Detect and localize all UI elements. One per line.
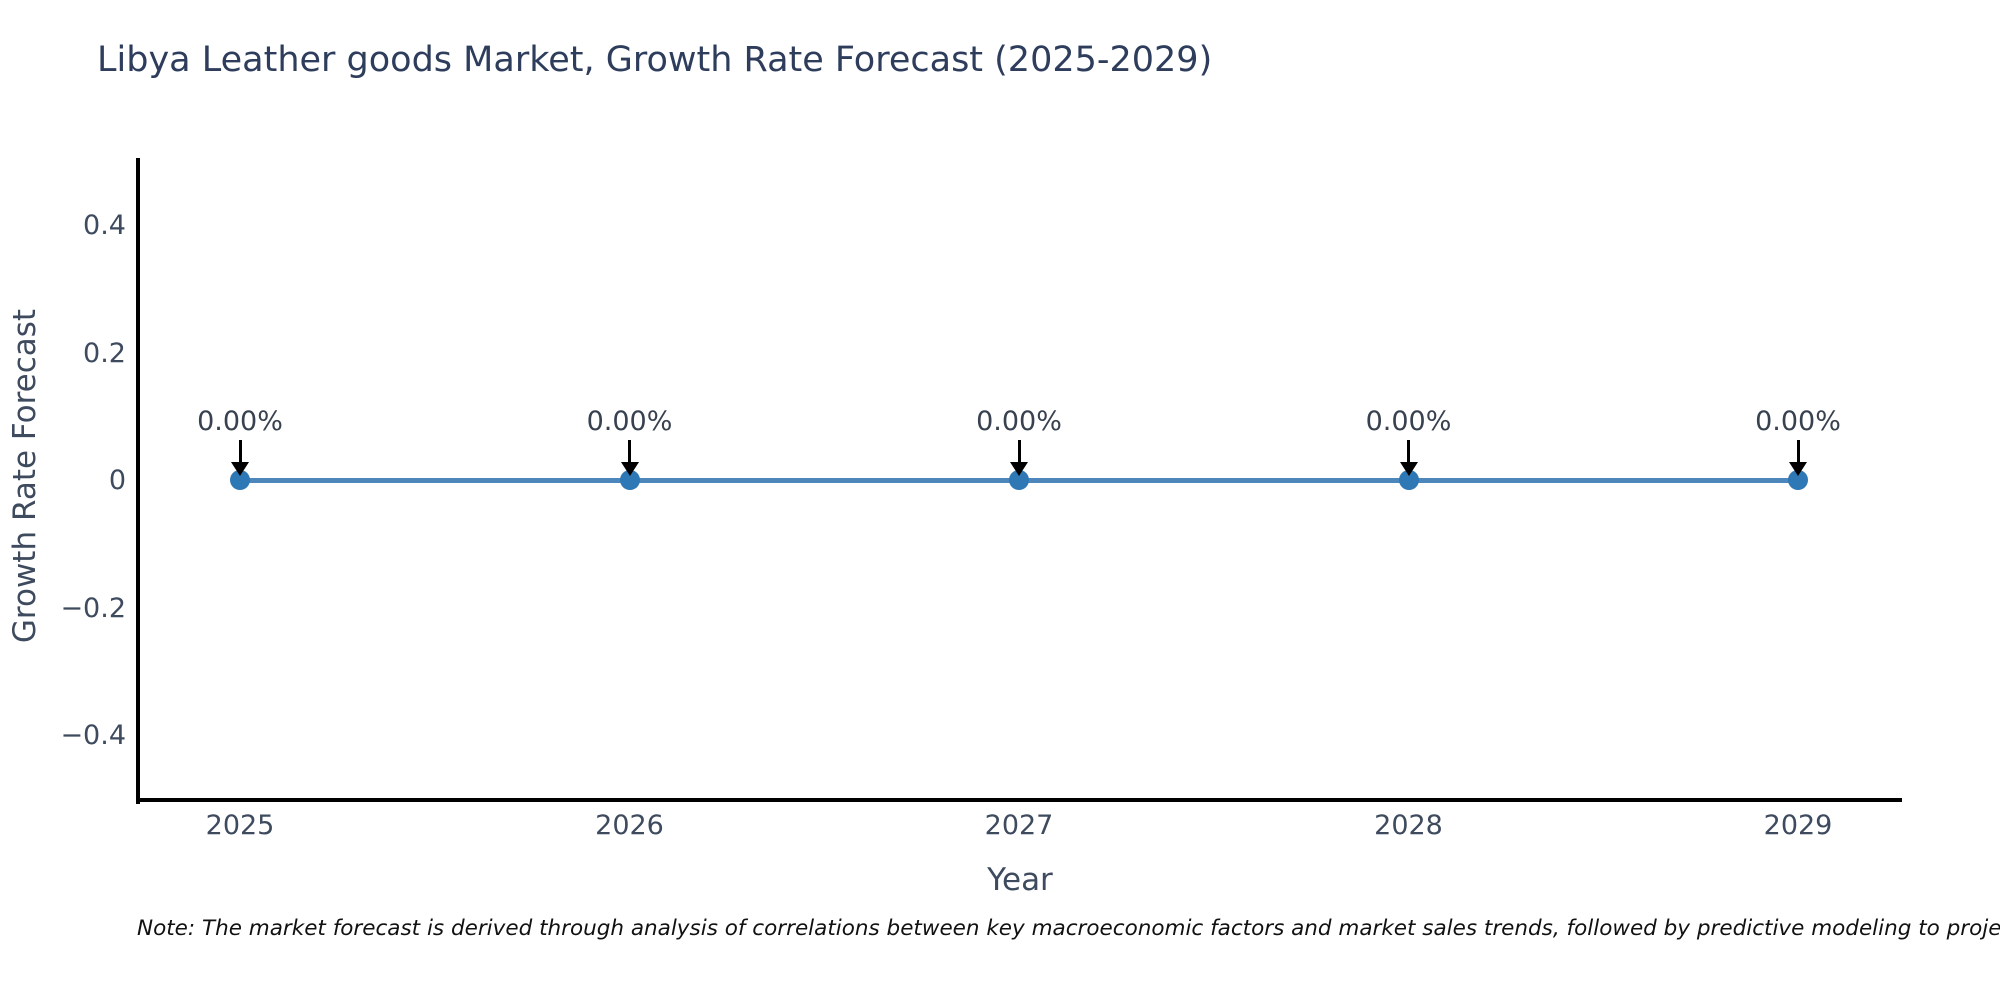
annotation-arrow-stem — [238, 440, 242, 463]
x-tick-label: 2026 — [595, 810, 664, 841]
y-tick-label: 0.2 — [83, 337, 126, 369]
x-axis-title: Year — [987, 862, 1053, 898]
data-point-label: 0.00% — [976, 406, 1062, 437]
annotation-arrow-head — [1399, 462, 1418, 476]
y-tick-label: −0.4 — [60, 720, 126, 751]
annotation-arrow-head — [1010, 462, 1028, 476]
annotation-arrow-head — [1789, 462, 1807, 476]
footnote: Note: The market forecast is derived thr… — [137, 916, 2000, 941]
data-point-label: 0.00% — [586, 406, 673, 437]
x-tick-label: 2025 — [205, 810, 275, 841]
x-tick-label: 2029 — [1763, 810, 1833, 841]
y-tick-label: 0 — [108, 465, 126, 496]
annotation-arrow-head — [231, 462, 249, 476]
y-axis-line — [136, 158, 140, 804]
y-tick-label: −0.2 — [60, 592, 126, 624]
annotation-arrow-stem — [1017, 440, 1021, 463]
annotation-arrow-head — [620, 462, 639, 476]
data-point-label: 0.00% — [197, 406, 283, 437]
x-tick-label: 2028 — [1374, 810, 1443, 841]
data-point-label: 0.00% — [1365, 406, 1452, 437]
annotation-arrow-stem — [1407, 440, 1410, 463]
x-axis-line — [136, 798, 1902, 802]
annotation-arrow-stem — [628, 440, 631, 463]
y-tick-label: 0.4 — [83, 210, 126, 241]
chart-title: Libya Leather goods Market, Growth Rate … — [97, 40, 1213, 80]
data-point-label: 0.00% — [1755, 406, 1841, 437]
x-tick-label: 2027 — [984, 810, 1054, 841]
annotation-arrow-stem — [1796, 440, 1800, 463]
